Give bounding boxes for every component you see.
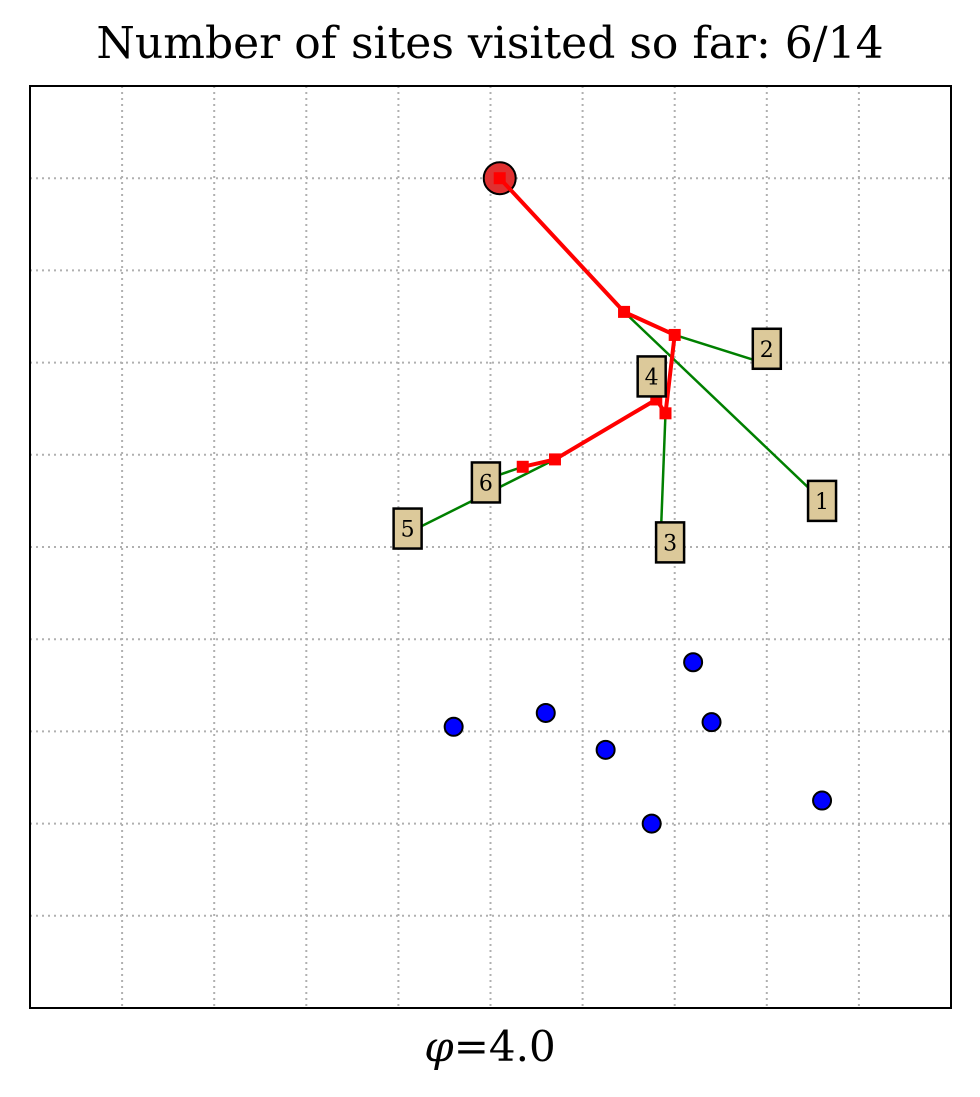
unvisited-site — [701, 712, 722, 733]
site-label-text: 4 — [645, 365, 659, 390]
x-axis-label: φ=4.0 — [0, 1022, 980, 1071]
site-label-box — [654, 521, 686, 564]
grid-lines — [30, 86, 951, 1008]
site-label-text: 6 — [479, 471, 493, 496]
site-label-box — [751, 327, 783, 371]
path-vertex — [618, 305, 631, 318]
chart-title: Number of sites visited so far: 6/14 — [96, 18, 884, 69]
plot-frame — [29, 85, 952, 1009]
unvisited-site — [595, 739, 616, 760]
connector-line — [623, 310, 819, 498]
site-label-box — [392, 507, 423, 550]
unvisited-site — [535, 702, 556, 723]
path-line — [498, 176, 677, 469]
site-label-box — [636, 355, 667, 398]
phi-value: =4.0 — [453, 1022, 556, 1071]
connector-line — [674, 333, 763, 364]
site-label-box — [806, 479, 838, 523]
path-vertex — [659, 407, 672, 420]
unvisited-site — [443, 716, 464, 737]
connector-line — [659, 413, 667, 534]
path-vertex — [493, 172, 506, 185]
unvisited-sites — [443, 652, 833, 834]
unvisited-site — [683, 652, 704, 673]
path-vertex — [668, 328, 681, 341]
visited-path — [482, 161, 681, 473]
path-vertex — [548, 453, 561, 466]
unvisited-site — [812, 790, 833, 811]
site-label-box — [470, 461, 502, 504]
site-label-text: 3 — [663, 531, 677, 556]
phi-symbol: φ — [424, 1022, 454, 1071]
site-label-text: 5 — [401, 518, 415, 543]
unvisited-site — [641, 813, 662, 834]
site-label-text: 2 — [760, 338, 774, 363]
site-label-text: 1 — [815, 490, 829, 515]
path-vertex — [516, 460, 529, 473]
visited-site-labels: 1 2 3 4 5 6 — [392, 327, 838, 564]
